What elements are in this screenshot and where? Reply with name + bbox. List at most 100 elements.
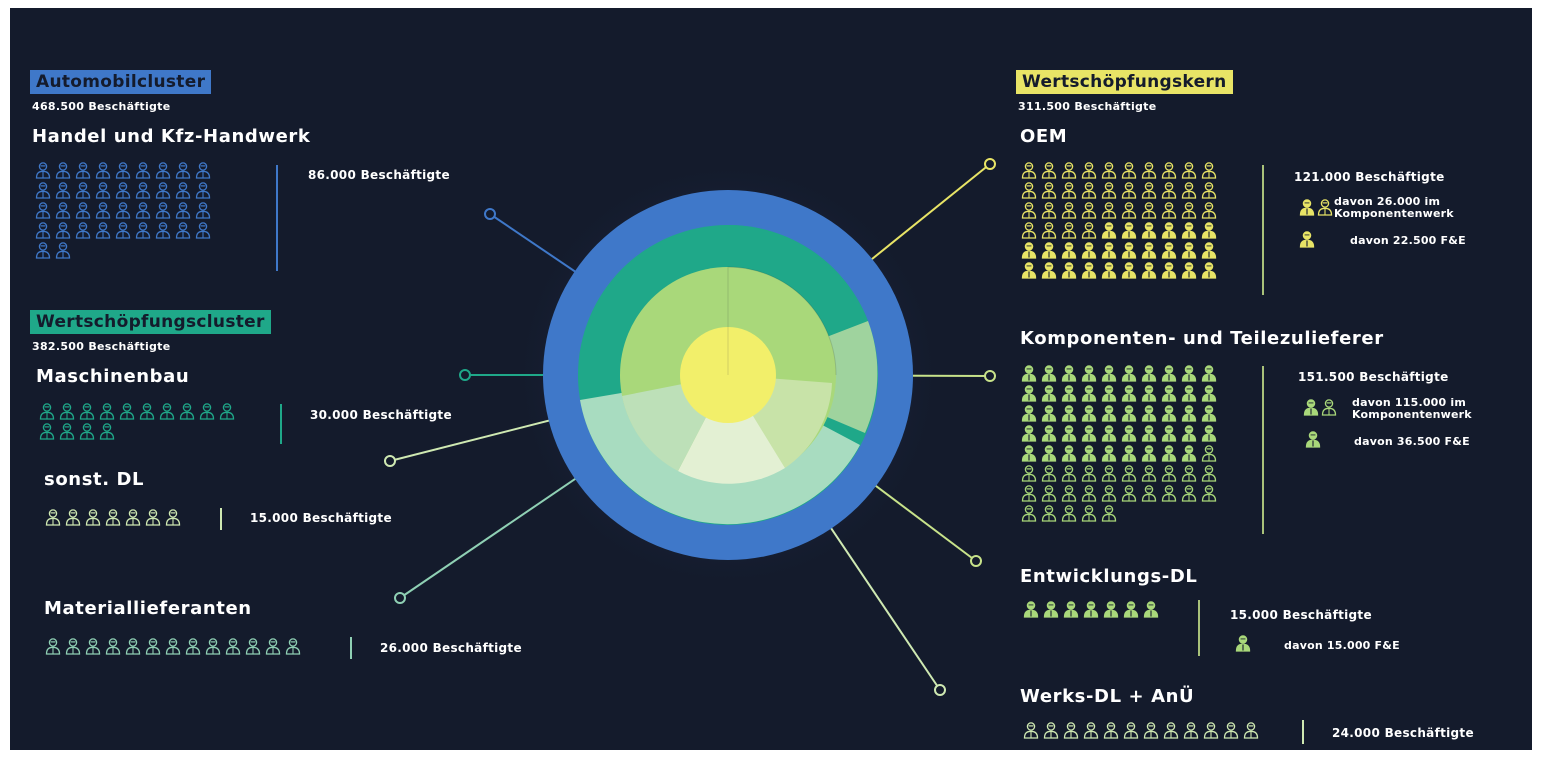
person-grid-entwicklungs-dl [1022, 600, 1160, 618]
person-icon [1180, 201, 1198, 219]
person-icon [64, 508, 82, 526]
person-icon [1062, 600, 1080, 618]
person-icon [1020, 424, 1038, 442]
person-icon [1060, 201, 1078, 219]
person-icon [1080, 161, 1098, 179]
section-title-sonst-dl: sonst. DL [44, 469, 145, 490]
person-icon [194, 221, 212, 239]
connector-dot [459, 369, 471, 381]
person-icon [1122, 600, 1140, 618]
person-icon [54, 201, 72, 219]
person-icon [1140, 241, 1158, 259]
person-icon [114, 201, 132, 219]
person-icon [1080, 504, 1098, 522]
person-icon [1100, 221, 1118, 239]
person-icon [1040, 424, 1058, 442]
person-icon [1222, 721, 1240, 739]
person-icon [1160, 364, 1178, 382]
person-icon [164, 508, 182, 526]
person-icon [78, 422, 96, 440]
person-icon [1160, 181, 1178, 199]
person-grid-maschinenbau [38, 402, 236, 440]
person-icon [1100, 181, 1118, 199]
person-icon [1140, 261, 1158, 279]
person-icon [198, 402, 216, 420]
person-icon [1120, 444, 1138, 462]
person-icon [1020, 384, 1038, 402]
count-maschinenbau: 30.000 Beschäftigte [310, 408, 452, 422]
separator [1198, 600, 1200, 656]
person-icon [1200, 221, 1218, 239]
person-icon [1140, 424, 1158, 442]
person-icon [154, 201, 172, 219]
person-grid-oem [1020, 161, 1218, 279]
person-icon [1080, 444, 1098, 462]
person-icon [174, 221, 192, 239]
person-icon [1080, 241, 1098, 259]
automobilcluster-badge: Automobilcluster [30, 70, 212, 94]
person-icon [54, 181, 72, 199]
person-icon [154, 221, 172, 239]
person-icon [1122, 721, 1140, 739]
person-icon [178, 402, 196, 420]
person-icon [1080, 384, 1098, 402]
rnd-person-icon [1234, 634, 1252, 656]
person-icon [1080, 364, 1098, 382]
person-icon [1200, 161, 1218, 179]
person-icon [1020, 161, 1038, 179]
person-icon [134, 181, 152, 199]
person-icon [1200, 444, 1218, 462]
person-icon [118, 402, 136, 420]
person-icon [1020, 444, 1038, 462]
person-icon [1040, 404, 1058, 422]
komponenten-sub1-line1: davon 115.000 im [1352, 396, 1467, 409]
person-icon [1080, 181, 1098, 199]
person-icon [1040, 364, 1058, 382]
person-icon [1100, 384, 1118, 402]
person-icon [44, 637, 62, 655]
person-icon [1040, 241, 1058, 259]
person-icon [1140, 404, 1158, 422]
person-icon [1200, 181, 1218, 199]
person-icon [1020, 241, 1038, 259]
person-icon [134, 221, 152, 239]
count-sonst-dl: 15.000 Beschäftigte [250, 511, 392, 525]
komponenten-sub1-line2: Komponentenwerk [1352, 408, 1472, 421]
person-icon [58, 402, 76, 420]
person-icon [1102, 600, 1120, 618]
section-title-werks-dl: Werks-DL + AnÜ [1020, 686, 1195, 707]
person-icon [204, 637, 222, 655]
person-icon [84, 508, 102, 526]
person-icon [1160, 424, 1178, 442]
person-icon [174, 181, 192, 199]
person-icon [114, 221, 132, 239]
person-icon [94, 161, 112, 179]
person-icon [1100, 504, 1118, 522]
section-title-komponenten: Komponenten- und Teilezulieferer [1020, 328, 1384, 349]
connector-dot [970, 555, 982, 567]
person-icon [94, 221, 112, 239]
wertschoepfungscluster-badge: Wertschöpfungscluster [30, 310, 271, 334]
person-icon [1080, 484, 1098, 502]
person-icon [1140, 364, 1158, 382]
component-plant-icon [1302, 398, 1338, 416]
person-icon [1020, 464, 1038, 482]
automobilcluster-total: 468.500 Beschäftigte [32, 100, 171, 113]
person-icon [1160, 201, 1178, 219]
person-icon [1040, 444, 1058, 462]
person-icon [1102, 721, 1120, 739]
person-icon [194, 181, 212, 199]
entwicklungs-dl-sub2: davon 15.000 F&E [1284, 639, 1400, 652]
person-icon [1020, 221, 1038, 239]
person-icon [1180, 404, 1198, 422]
person-icon [1182, 721, 1200, 739]
person-icon [1180, 424, 1198, 442]
person-icon [284, 637, 302, 655]
person-icon [1082, 600, 1100, 618]
person-icon [1120, 161, 1138, 179]
separator [1262, 366, 1264, 534]
person-icon [1100, 261, 1118, 279]
count-komponenten: 151.500 Beschäftigte [1298, 370, 1449, 384]
person-icon [34, 221, 52, 239]
person-icon [1160, 464, 1178, 482]
